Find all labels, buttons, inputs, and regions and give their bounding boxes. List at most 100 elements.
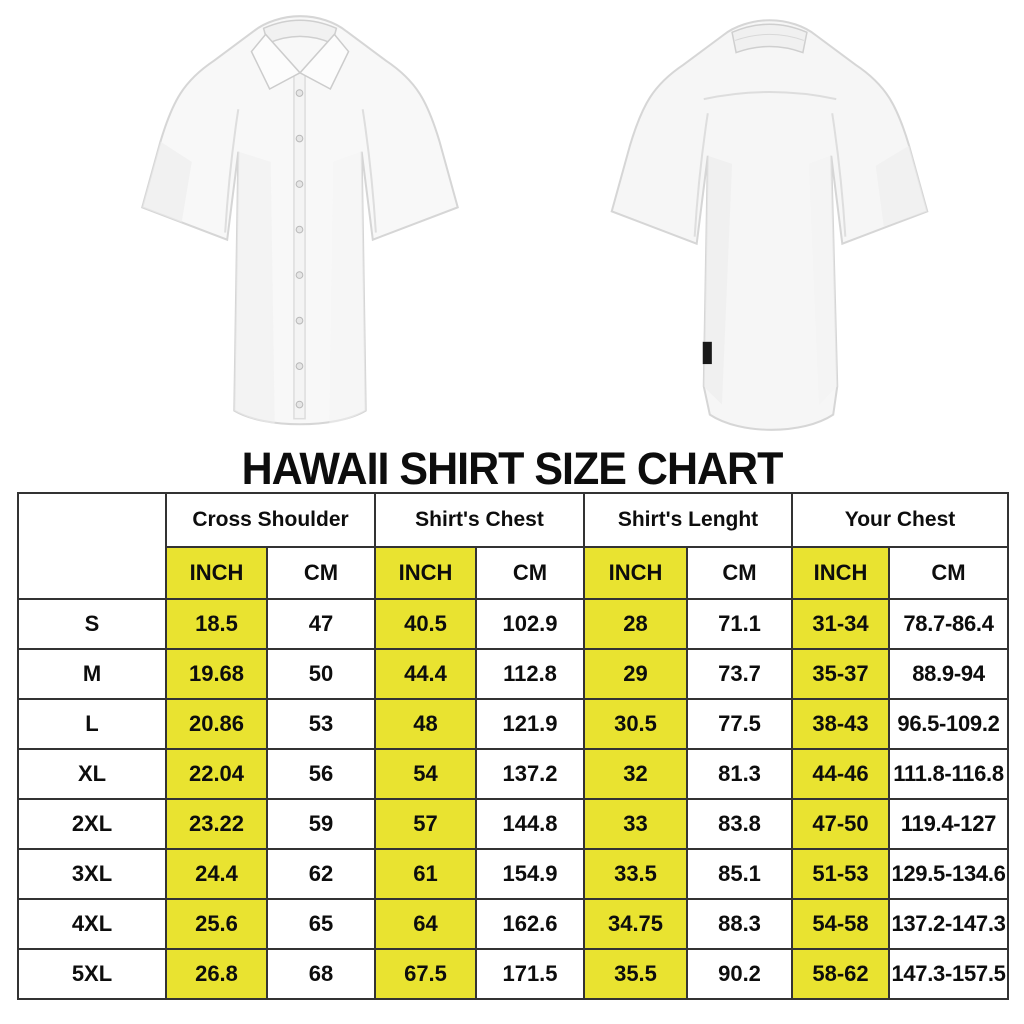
unit-header-inch: INCH (791, 546, 891, 600)
hem-tag (702, 341, 712, 365)
value-cell: 85.1 (685, 848, 794, 900)
value-cell: 162.6 (475, 898, 585, 950)
value-cell: 64 (374, 898, 477, 950)
unit-header-inch: INCH (583, 546, 688, 600)
value-cell: 58-62 (791, 948, 891, 1000)
column-group-cross-shoulder: Cross Shoulder (165, 492, 376, 548)
value-cell: 23.22 (165, 798, 268, 850)
value-cell: 112.8 (475, 648, 585, 700)
value-cell: 77.5 (685, 698, 794, 750)
value-cell: 54 (374, 748, 477, 800)
shirt-back-image (610, 19, 929, 431)
value-cell: 20.86 (165, 698, 268, 750)
value-cell: 48 (374, 698, 477, 750)
value-cell: 51-53 (791, 848, 891, 900)
size-label: XL (17, 748, 167, 800)
value-cell: 59 (266, 798, 376, 850)
value-cell: 57 (374, 798, 477, 850)
table-row-5xl: 5XL 26.8 68 67.5 171.5 35.5 90.2 58-62 1… (17, 948, 1010, 1000)
value-cell: 73.7 (685, 648, 794, 700)
value-cell: 111.8-116.8 (888, 748, 1010, 800)
value-cell: 129.5-134.6 (888, 848, 1010, 900)
value-cell: 34.75 (583, 898, 688, 950)
value-cell: 18.5 (165, 598, 268, 650)
unit-header-cm: CM (888, 546, 1010, 600)
value-cell: 171.5 (475, 948, 585, 1000)
value-cell: 68 (266, 948, 376, 1000)
value-cell: 147.3-157.5 (888, 948, 1010, 1000)
table-row-3xl: 3XL 24.4 62 61 154.9 33.5 85.1 51-53 129… (17, 848, 1010, 900)
value-cell: 26.8 (165, 948, 268, 1000)
value-cell: 25.6 (165, 898, 268, 950)
value-cell: 54-58 (791, 898, 891, 950)
value-cell: 29 (583, 648, 688, 700)
size-label: S (17, 598, 167, 650)
table-row-m: M 19.68 50 44.4 112.8 29 73.7 35-37 88.9… (17, 648, 1010, 700)
table-row-l: L 20.86 53 48 121.9 30.5 77.5 38-43 96.5… (17, 698, 1010, 750)
value-cell: 40.5 (374, 598, 477, 650)
unit-header-inch: INCH (165, 546, 268, 600)
value-cell: 33.5 (583, 848, 688, 900)
value-cell: 65 (266, 898, 376, 950)
value-cell: 144.8 (475, 798, 585, 850)
table-row-xl: XL 22.04 56 54 137.2 32 81.3 44-46 111.8… (17, 748, 1010, 800)
value-cell: 137.2-147.3 (888, 898, 1010, 950)
size-label: L (17, 698, 167, 750)
value-cell: 88.3 (685, 898, 794, 950)
table-row-2xl: 2XL 23.22 59 57 144.8 33 83.8 47-50 119.… (17, 798, 1010, 850)
value-cell: 119.4-127 (888, 798, 1010, 850)
value-cell: 38-43 (791, 698, 891, 750)
value-cell: 19.68 (165, 648, 268, 700)
unit-header-cm: CM (685, 546, 794, 600)
unit-header-inch: INCH (374, 546, 477, 600)
value-cell: 61 (374, 848, 477, 900)
value-cell: 47-50 (791, 798, 891, 850)
value-cell: 47 (266, 598, 376, 650)
column-group-shirts-lenght: Shirt's Lenght (582, 492, 794, 548)
value-cell: 88.9-94 (888, 648, 1010, 700)
value-cell: 44-46 (791, 748, 891, 800)
corner-cell (17, 492, 167, 600)
value-cell: 28 (583, 598, 688, 650)
value-cell: 137.2 (475, 748, 585, 800)
unit-header-cm: CM (266, 546, 376, 600)
unit-header-cm: CM (475, 546, 585, 600)
column-group-your-chest: Your Chest (791, 492, 1010, 548)
value-cell: 78.7-86.4 (888, 598, 1010, 650)
column-group-shirts-chest: Shirt's Chest (374, 492, 585, 548)
size-label: 2XL (17, 798, 167, 850)
value-cell: 24.4 (165, 848, 268, 900)
value-cell: 31-34 (791, 598, 891, 650)
value-cell: 33 (583, 798, 688, 850)
value-cell: 32 (583, 748, 688, 800)
value-cell: 121.9 (475, 698, 585, 750)
size-label: 4XL (17, 898, 167, 950)
value-cell: 62 (266, 848, 376, 900)
value-cell: 83.8 (685, 798, 794, 850)
value-cell: 67.5 (374, 948, 477, 1000)
value-cell: 30.5 (583, 698, 688, 750)
size-label: 3XL (17, 848, 167, 900)
table-row-s: S 18.5 47 40.5 102.9 28 71.1 31-34 78.7-… (17, 598, 1010, 650)
shirt-front-image (141, 15, 459, 426)
page-title: HAWAII SHIRT SIZE CHART (241, 444, 784, 495)
size-chart-table: Cross Shoulder Shirt's Chest Shirt's Len… (17, 492, 1010, 1000)
size-label: 5XL (17, 948, 167, 1000)
value-cell: 71.1 (685, 598, 794, 650)
value-cell: 44.4 (374, 648, 477, 700)
size-label: M (17, 648, 167, 700)
value-cell: 56 (266, 748, 376, 800)
value-cell: 96.5-109.2 (888, 698, 1010, 750)
value-cell: 35.5 (583, 948, 688, 1000)
size-chart-table-container: Cross Shoulder Shirt's Chest Shirt's Len… (17, 492, 1010, 1000)
value-cell: 90.2 (685, 948, 794, 1000)
value-cell: 22.04 (165, 748, 268, 800)
value-cell: 154.9 (475, 848, 585, 900)
value-cell: 81.3 (685, 748, 794, 800)
value-cell: 102.9 (475, 598, 585, 650)
value-cell: 53 (266, 698, 376, 750)
value-cell: 50 (266, 648, 376, 700)
table-row-4xl: 4XL 25.6 65 64 162.6 34.75 88.3 54-58 13… (17, 898, 1010, 950)
value-cell: 35-37 (791, 648, 891, 700)
